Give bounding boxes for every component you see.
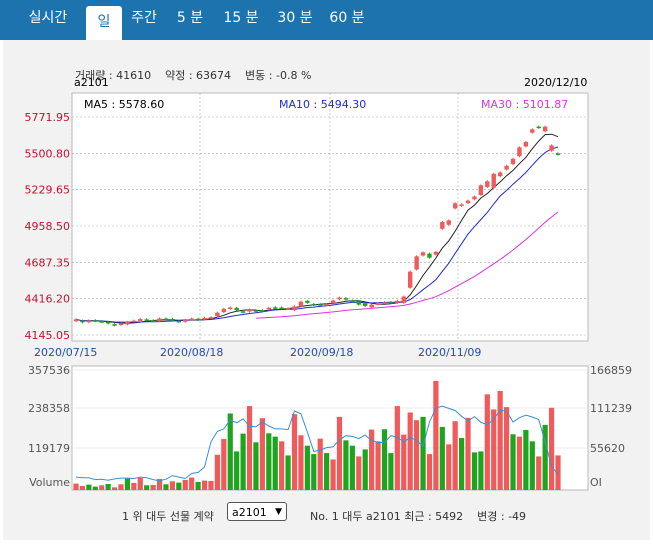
chart-panel <box>3 40 650 540</box>
footer-bar: 1 위 대두 선물 계약 No. 1 대두 a2101 최근 : 5492 변경… <box>0 500 653 528</box>
rank-label: 1 위 대두 선물 계약 <box>122 510 214 523</box>
open-interest-label: 약정 <box>165 69 186 82</box>
chevron-down-icon: ▼ <box>275 507 282 517</box>
tab-5min[interactable]: 5 분 <box>176 10 204 26</box>
tab-15min[interactable]: 15 분 <box>223 10 259 26</box>
period-tab-bar: 실시간 일 주간 5 분 15 분 30 분 60 분 <box>0 0 653 40</box>
tab-30min[interactable]: 30 분 <box>277 10 313 26</box>
tab-weekly[interactable]: 주간 <box>131 10 157 26</box>
tab-realtime[interactable]: 실시간 <box>28 10 68 26</box>
contract-select-value: a2101 <box>232 506 267 519</box>
volume-label: 거래량 <box>75 69 106 82</box>
tab-60min[interactable]: 60 분 <box>329 10 365 26</box>
contract-code: a2101 <box>74 76 109 89</box>
change-value: -0.8 % <box>275 69 312 82</box>
chart-date: 2020/12/10 <box>524 76 588 89</box>
contract-info: No. 1 대두 a2101 최근 : 5492 변경 : -49 <box>310 510 527 523</box>
trade-stats: 거래량 : 41610 약정 : 63674 변동 : -0.8 % <box>75 69 312 82</box>
change-label: 변동 <box>245 69 266 82</box>
volume-value: 41610 <box>116 69 152 82</box>
contract-select[interactable]: a2101 ▼ <box>227 502 287 521</box>
tab-daily[interactable]: 일 <box>86 6 122 40</box>
open-interest-value: 63674 <box>196 69 232 82</box>
